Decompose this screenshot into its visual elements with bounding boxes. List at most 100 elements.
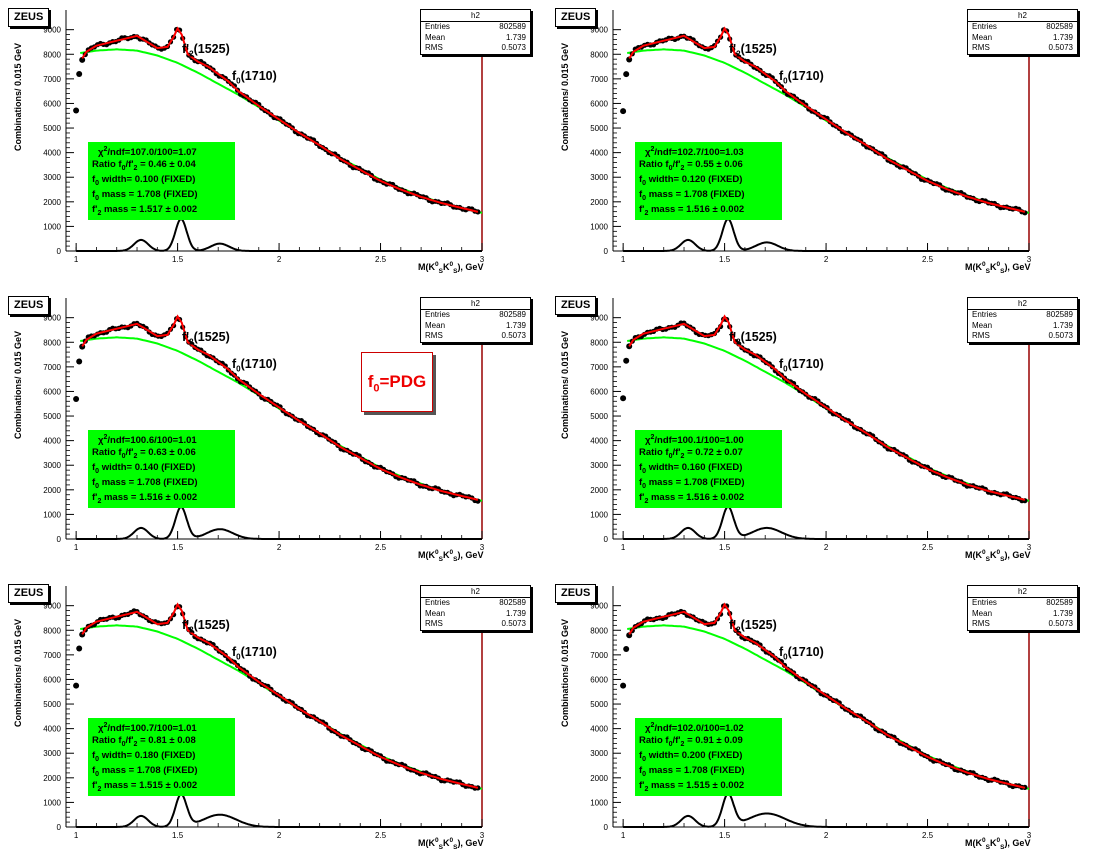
width-text-b: width=: [646, 750, 682, 761]
ratio-sub2: 2: [680, 164, 685, 172]
y-tick-label: 0: [57, 247, 62, 256]
stats-rms-value: 0.5073: [501, 619, 526, 628]
data-point: [626, 56, 633, 63]
f2mass-text-b: mass =: [648, 204, 687, 215]
xlabel-sub1: S: [985, 843, 990, 851]
f2-label-sub: 2: [189, 625, 194, 635]
fit-f2mass-line: f'2 mass = 1.516 ± 0.002: [639, 204, 744, 219]
signal-curve: [623, 505, 1029, 540]
stats-box: h2 Entries 802589 Mean 1.739 RMS 0.5073: [967, 9, 1078, 55]
stats-mean-label: Mean: [425, 32, 446, 42]
f2-label-sub: 2: [189, 49, 194, 59]
stats-entries-label: Entries: [425, 22, 450, 31]
f2-resonance-label: f'2(1525): [729, 330, 777, 347]
histogram-panel-1: 0 1000 2000 3000 4000 5000 6000 7000 8000 9000 1 1.…: [0, 0, 546, 287]
ratio-sub0: 0: [121, 740, 126, 748]
ratio-text-c: =: [137, 159, 149, 170]
f0-label-rest: (1710): [787, 357, 824, 371]
xlabel-sup2: 0: [996, 549, 1001, 556]
y-axis-title: Combinations/ 0.015 GeV: [560, 330, 570, 440]
x-axis-title: M(K0SK0S), GeV: [418, 549, 483, 563]
width-text-b: width=: [99, 174, 135, 185]
histogram-panel-5: 0 1000 2000 3000 4000 5000 6000 7000 8000 9000 1 1.…: [0, 576, 546, 863]
ratio-sub2: 2: [133, 452, 138, 460]
f2mass-text-b: mass =: [101, 780, 140, 791]
stats-entries-row: Entries 802589: [968, 598, 1077, 609]
stats-rms-row: RMS 0.5073: [421, 331, 530, 342]
xlabel-sup1: 0: [982, 549, 986, 556]
xlabel-main: M(K: [965, 838, 982, 848]
chi-symbol: χ: [98, 435, 104, 447]
data-point: [623, 646, 630, 652]
total-fit-curve: [81, 26, 479, 213]
stats-title: h2: [968, 10, 1077, 22]
y-tick-label: 0: [604, 823, 609, 832]
y-tick-label: 1000: [590, 222, 608, 231]
width-sub: 0: [642, 467, 647, 475]
fit-chi2-line: χ2/ndf=100.1/100=1.00: [645, 432, 744, 446]
f2mass-sub: 2: [97, 209, 102, 217]
pdg-main: f: [367, 372, 374, 391]
chi-symbol: χ: [645, 435, 651, 447]
signal-curve: [76, 793, 482, 828]
x-axis-title: M(K0SK0S), GeV: [965, 261, 1030, 275]
stats-mean-value: 1.739: [505, 32, 526, 42]
x-axis-title: M(K0SK0S), GeV: [418, 261, 483, 275]
chi2-value: /ndf=102.0/100=1.02: [654, 723, 744, 735]
f2-label-rest: (1525): [193, 618, 230, 632]
stats-rms-label: RMS: [425, 619, 443, 628]
xlabel-sup1: 0: [982, 261, 986, 268]
width-value: 0.200 (FIXED): [681, 750, 743, 761]
y-axis-title: Combinations/ 0.015 GeV: [13, 330, 23, 440]
ratio-sub0: 0: [121, 164, 126, 172]
chi-sup: 2: [103, 434, 108, 441]
fit-f0mass-line: f0 mass = 1.708 (FIXED): [639, 189, 745, 204]
width-value: 0.140 (FIXED): [134, 462, 196, 473]
width-text-a: f: [92, 462, 96, 473]
ratio-value: 0.63 ± 0.06: [148, 447, 196, 458]
stats-rms-row: RMS 0.5073: [421, 619, 530, 630]
f2-resonance-label: f'2(1525): [182, 42, 230, 59]
f0-resonance-label: f0(1710): [779, 645, 824, 662]
y-tick-label: 4000: [43, 149, 61, 158]
f2mass-text-a: f': [639, 204, 645, 215]
f2-label-rest: (1525): [740, 42, 777, 56]
xlabel-main: M(K: [418, 262, 435, 272]
fit-results-box: χ2/ndf=107.0/100=1.07 Ratio f0/f'2 = 0.4…: [88, 142, 235, 220]
xlabel-sub1: S: [438, 555, 443, 563]
y-tick-label: 7000: [590, 75, 608, 84]
f2-label-main: f': [729, 618, 737, 632]
xlabel-end: ), GeV: [1004, 262, 1031, 272]
f2mass-text-a: f': [639, 492, 645, 503]
f0-label-rest: (1710): [787, 645, 824, 659]
fit-width-line: f0 width= 0.100 (FIXED): [92, 174, 195, 189]
width-value: 0.100 (FIXED): [134, 174, 196, 185]
data-point: [73, 107, 80, 114]
stats-mean-row: Mean 1.739: [421, 609, 530, 620]
f0-resonance-label: f0(1710): [232, 69, 277, 86]
xlabel-sub1: S: [985, 555, 990, 563]
f2-label-rest: (1525): [193, 330, 230, 344]
y-tick-label: 6000: [590, 387, 608, 396]
ratio-sub0: 0: [121, 452, 126, 460]
y-axis-title: Combinations/ 0.015 GeV: [560, 42, 570, 152]
x-tick-label: 1.5: [719, 543, 731, 552]
xlabel-end: ), GeV: [1004, 550, 1031, 560]
xlabel-mid: K: [442, 550, 450, 560]
ratio-text-c: =: [684, 735, 696, 746]
y-tick-label: 7000: [590, 363, 608, 372]
y-tick-label: 3000: [590, 173, 608, 182]
y-tick-label: 6000: [43, 675, 61, 684]
f0mass-value: 1.708 (FIXED): [136, 765, 198, 776]
f2-label-sub: 2: [736, 337, 741, 347]
fit-chi2-line: χ2/ndf=100.7/100=1.01: [98, 720, 197, 734]
y-tick-label: 5000: [590, 700, 608, 709]
xlabel-sub2: S: [1000, 555, 1005, 563]
fit-ratio-line: Ratio f0/f'2 = 0.81 ± 0.08: [92, 735, 196, 750]
ratio-text-b: /f': [672, 159, 681, 170]
zeus-label: ZEUS: [555, 584, 597, 603]
ratio-sub0: 0: [668, 740, 673, 748]
signal-curve: [76, 218, 482, 252]
